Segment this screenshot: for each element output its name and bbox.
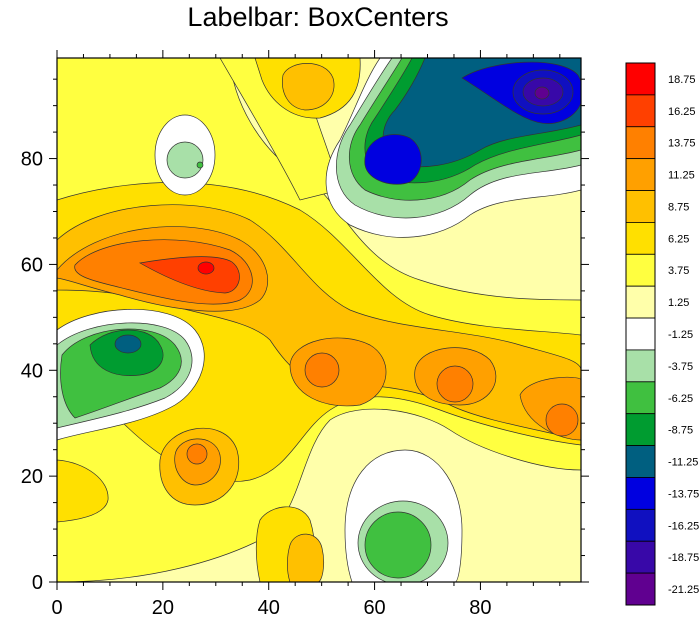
labelbar-box bbox=[625, 381, 656, 415]
labelbar-label: 13.75 bbox=[668, 138, 696, 150]
contour-band bbox=[287, 533, 324, 582]
labelbar-label: 11.25 bbox=[668, 170, 695, 182]
labelbar-box bbox=[625, 190, 656, 223]
x-tick-label: 60 bbox=[363, 597, 385, 619]
y-tick-label: 20 bbox=[21, 466, 43, 488]
plot-frame bbox=[56, 57, 582, 583]
y-tick-label: 60 bbox=[21, 254, 43, 276]
chart-title: Labelbar: BoxCenters bbox=[187, 2, 449, 32]
contour-band bbox=[436, 365, 474, 403]
y-tick-label: 40 bbox=[21, 360, 43, 382]
x-tick-label: 0 bbox=[51, 597, 62, 619]
labelbar-label: 18.75 bbox=[668, 74, 696, 86]
x-tick-label: 20 bbox=[152, 597, 174, 619]
labelbar-box bbox=[625, 540, 656, 574]
labelbar-label: 8.75 bbox=[668, 201, 689, 213]
labelbar-box bbox=[625, 158, 656, 191]
labelbar-box bbox=[625, 349, 656, 383]
axes: 0 20 40 60 80 0 20 40 60 80 bbox=[21, 50, 589, 619]
labelbar-box bbox=[625, 477, 656, 510]
labelbar-label: -21.25 bbox=[668, 584, 699, 596]
labelbar-box bbox=[625, 253, 656, 287]
x-tick-label: 80 bbox=[469, 597, 491, 619]
x-tick-label: 40 bbox=[258, 597, 280, 619]
labelbar-box bbox=[625, 572, 656, 606]
labelbar-box bbox=[625, 317, 656, 351]
contour-band bbox=[166, 141, 204, 179]
contour-band bbox=[186, 443, 208, 465]
labelbar-label: -13.75 bbox=[668, 488, 699, 500]
labelbar-box bbox=[625, 413, 656, 446]
labelbar-label: -3.75 bbox=[668, 361, 693, 373]
labelbar-label: -1.25 bbox=[668, 329, 693, 341]
labelbar-box bbox=[625, 445, 656, 478]
contour-band bbox=[364, 134, 422, 185]
y-tick-label: 0 bbox=[32, 572, 43, 594]
labelbar-box bbox=[625, 62, 656, 96]
contour-band bbox=[534, 86, 550, 100]
labelbar-box bbox=[625, 508, 656, 542]
labelbar-box bbox=[625, 126, 656, 160]
labelbar-label: -11.25 bbox=[668, 457, 698, 469]
labelbar-label: -16.25 bbox=[668, 520, 699, 532]
contour-band bbox=[196, 161, 204, 169]
labelbar-box bbox=[625, 222, 656, 255]
contour-band bbox=[304, 352, 340, 388]
labelbar-box bbox=[625, 285, 656, 319]
contour-band bbox=[114, 334, 142, 354]
labelbar-label: 3.75 bbox=[668, 265, 689, 277]
labelbar: 18.75 16.25 13.75 11.25 8.75 6.25 3.75 1.25 -1.2… bbox=[625, 62, 699, 606]
labelbar-label: 6.25 bbox=[668, 233, 689, 245]
labelbar-label: 16.25 bbox=[668, 106, 696, 118]
labelbar-label: -18.75 bbox=[668, 552, 699, 564]
labelbar-label: 1.25 bbox=[668, 297, 689, 309]
contour-band bbox=[197, 261, 215, 275]
labelbar-label: -8.75 bbox=[668, 425, 693, 437]
labelbar-box bbox=[625, 94, 656, 128]
contour-band bbox=[545, 403, 579, 437]
contour-band bbox=[138, 256, 240, 294]
labelbar-frame bbox=[625, 62, 656, 606]
labelbar-label: -6.25 bbox=[668, 393, 693, 405]
contour-band bbox=[364, 511, 432, 579]
contour-band bbox=[57, 459, 109, 523]
contour-band bbox=[282, 63, 335, 111]
contour-field bbox=[57, 58, 581, 582]
y-tick-label: 80 bbox=[21, 149, 43, 171]
